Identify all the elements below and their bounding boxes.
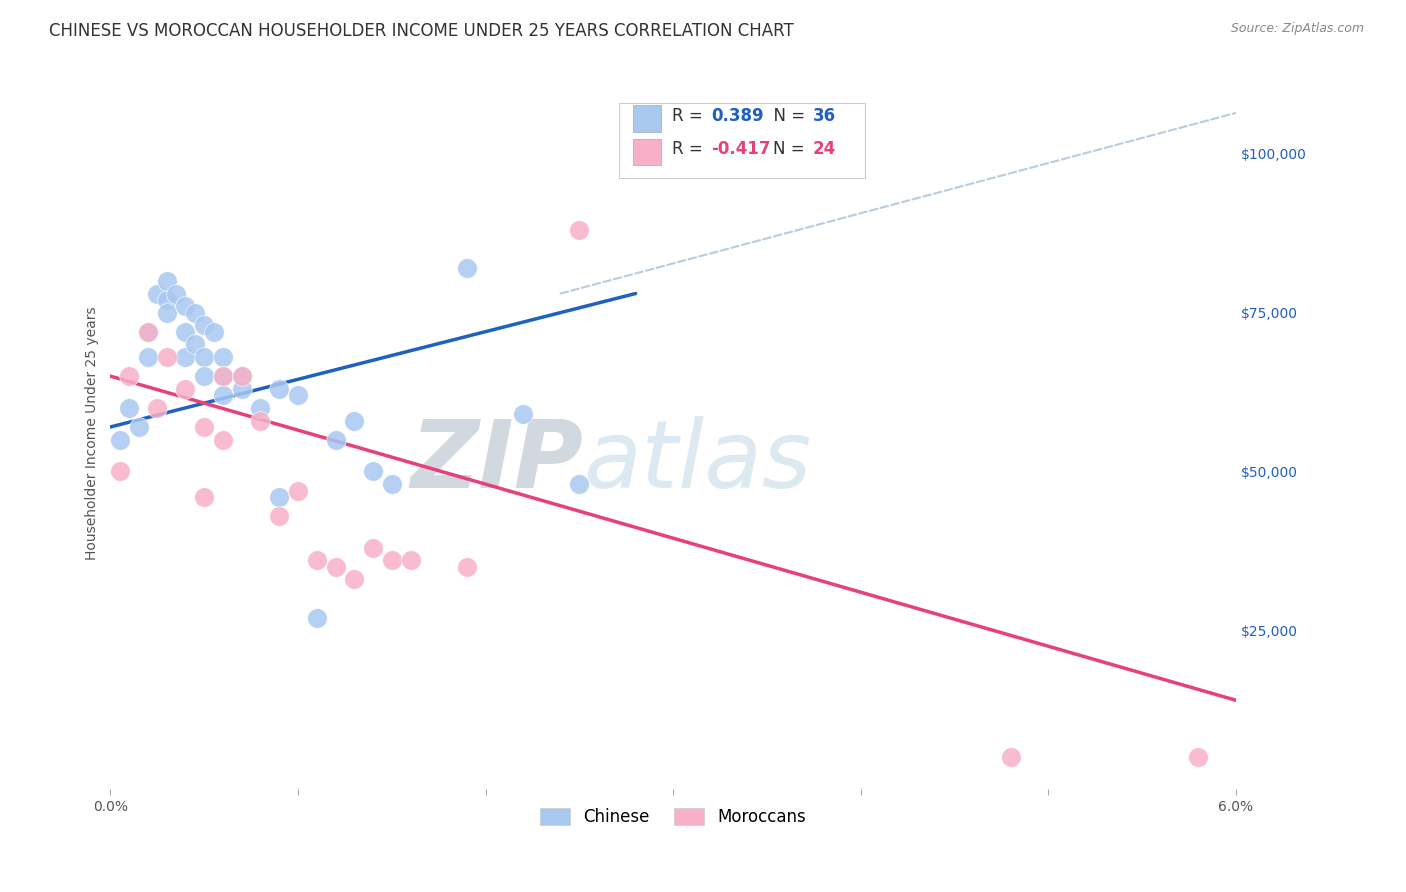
Text: -0.417: -0.417	[711, 140, 770, 159]
Point	[202, 325, 225, 339]
Text: R =: R =	[672, 140, 709, 159]
Point	[193, 318, 215, 333]
Point	[146, 401, 169, 415]
Point	[193, 350, 215, 364]
Point	[512, 407, 534, 421]
Text: 36: 36	[813, 107, 835, 125]
Point	[456, 261, 478, 276]
Point	[156, 293, 179, 307]
Point	[249, 414, 271, 428]
Text: 0.389: 0.389	[711, 107, 763, 125]
Point	[361, 541, 384, 555]
Point	[108, 465, 131, 479]
Text: Source: ZipAtlas.com: Source: ZipAtlas.com	[1230, 22, 1364, 36]
Point	[128, 420, 150, 434]
Point	[456, 559, 478, 574]
Point	[146, 286, 169, 301]
Legend: Chinese, Moroccans: Chinese, Moroccans	[531, 799, 815, 834]
Point	[231, 369, 253, 384]
Point	[136, 325, 159, 339]
Y-axis label: Householder Income Under 25 years: Householder Income Under 25 years	[86, 307, 100, 560]
Point	[184, 305, 207, 319]
Point	[156, 350, 179, 364]
Point	[184, 337, 207, 351]
Point	[287, 483, 309, 498]
Point	[118, 369, 141, 384]
Point	[165, 286, 187, 301]
Point	[325, 433, 347, 447]
Point	[287, 388, 309, 402]
Point	[212, 369, 235, 384]
Point	[174, 350, 197, 364]
Point	[343, 573, 366, 587]
Point	[269, 382, 291, 396]
Point	[305, 610, 328, 624]
Point	[1000, 750, 1022, 764]
Point	[212, 388, 235, 402]
Text: CHINESE VS MOROCCAN HOUSEHOLDER INCOME UNDER 25 YEARS CORRELATION CHART: CHINESE VS MOROCCAN HOUSEHOLDER INCOME U…	[49, 22, 794, 40]
Text: atlas: atlas	[583, 417, 811, 508]
Point	[193, 369, 215, 384]
Point	[305, 553, 328, 567]
Point	[568, 477, 591, 491]
Point	[174, 325, 197, 339]
Point	[136, 325, 159, 339]
Point	[343, 414, 366, 428]
Point	[118, 401, 141, 415]
Point	[381, 477, 404, 491]
Point	[156, 305, 179, 319]
Point	[212, 369, 235, 384]
Point	[249, 401, 271, 415]
Point	[193, 490, 215, 504]
Point	[399, 553, 422, 567]
Point	[174, 382, 197, 396]
Point	[174, 299, 197, 313]
Point	[269, 508, 291, 523]
Point	[136, 350, 159, 364]
Text: N =: N =	[763, 107, 811, 125]
Point	[1187, 750, 1209, 764]
Point	[212, 350, 235, 364]
Point	[361, 465, 384, 479]
Point	[156, 274, 179, 288]
Point	[193, 420, 215, 434]
Point	[231, 369, 253, 384]
Point	[381, 553, 404, 567]
Text: 24: 24	[813, 140, 837, 159]
Point	[231, 382, 253, 396]
Point	[269, 490, 291, 504]
Text: ZIP: ZIP	[411, 416, 583, 508]
Point	[325, 559, 347, 574]
Text: N =: N =	[773, 140, 810, 159]
Point	[108, 433, 131, 447]
Point	[568, 223, 591, 237]
Text: R =: R =	[672, 107, 709, 125]
Point	[212, 433, 235, 447]
